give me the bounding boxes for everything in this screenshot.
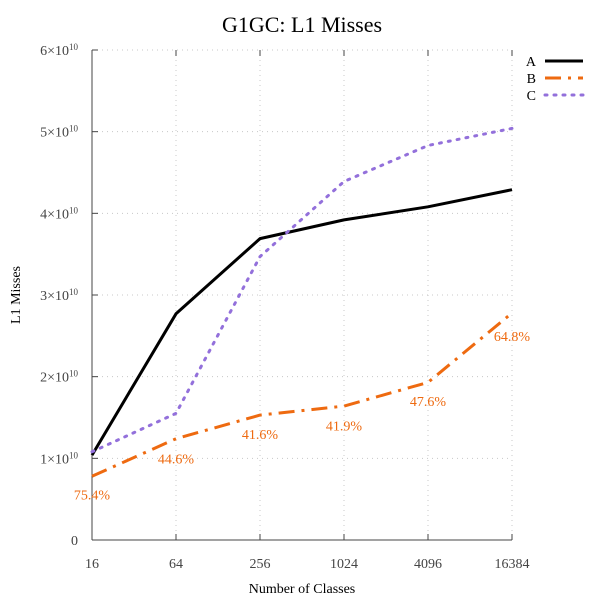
x-tick-label: 256 (250, 557, 271, 572)
legend-label-c: C (527, 89, 536, 104)
y-tick-label: 0 (71, 534, 78, 549)
legend: ABC (526, 55, 585, 104)
legend-label-a: A (526, 55, 537, 70)
x-tick-label: 1024 (330, 557, 358, 572)
x-axis-ticks: 16 64 256 1024 4096 16384 (85, 50, 530, 572)
x-tick-label: 4096 (414, 557, 442, 572)
y-axis-label: L1 Misses (9, 266, 24, 324)
legend-label-b: B (527, 72, 536, 87)
annotation-label: 41.6% (242, 428, 279, 443)
series-lines (90, 126, 514, 478)
grid-lines (92, 49, 513, 540)
y-tick-label: 2×1010 (40, 369, 78, 386)
y-axis-ticks: 0 1×1010 2×1010 3×1010 4×1010 5×1010 6×1010 (40, 42, 98, 549)
y-tick-label: 6×1010 (40, 42, 78, 59)
series-line-b (91, 311, 513, 478)
y-tick-label: 5×1010 (40, 124, 78, 141)
annotations: 75.4% 44.6% 41.6% 41.9% 47.6% 64.8% (74, 330, 531, 503)
x-tick-label: 64 (169, 557, 183, 572)
annotation-label: 47.6% (410, 395, 447, 410)
chart-title: G1GC: L1 Misses (222, 12, 382, 37)
x-axis-label: Number of Classes (249, 582, 356, 597)
series-line-a (90, 188, 513, 456)
annotation-label: 41.9% (326, 420, 363, 435)
y-tick-label: 1×1010 (40, 450, 78, 467)
y-tick-label: 4×1010 (40, 205, 78, 222)
annotation-label: 44.6% (158, 452, 195, 467)
annotation-label: 75.4% (74, 488, 111, 503)
annotation-label: 64.8% (494, 330, 531, 345)
y-tick-label: 3×1010 (40, 287, 78, 304)
series-line-c (90, 126, 514, 454)
x-tick-label: 16384 (495, 557, 530, 572)
x-tick-label: 16 (85, 557, 99, 572)
